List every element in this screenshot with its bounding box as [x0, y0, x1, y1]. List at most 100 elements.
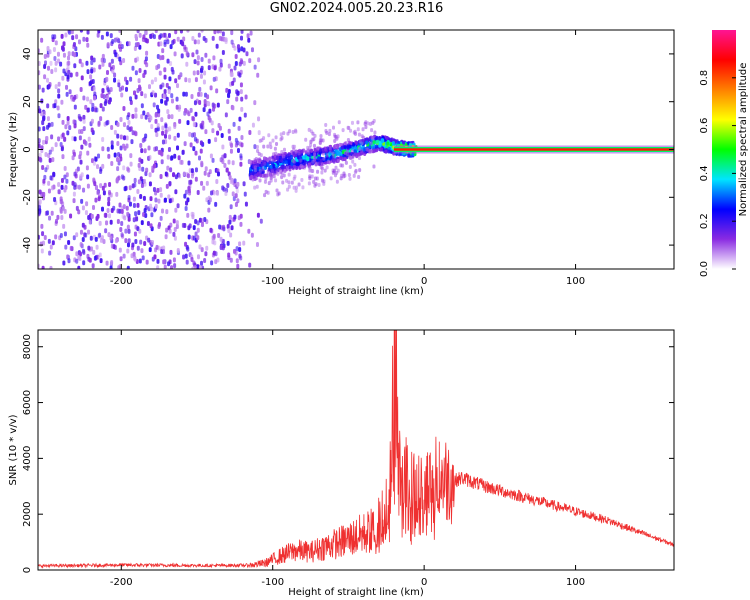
noise-cell [106, 70, 110, 76]
noise-cell [174, 174, 178, 180]
noise-cell [63, 165, 67, 171]
noise-cell [153, 163, 157, 169]
noise-cell [50, 134, 54, 140]
noise-cell [67, 258, 71, 264]
noise-cell [199, 123, 203, 129]
noise-cell [82, 126, 86, 132]
noise-cell [66, 116, 70, 122]
noise-cell [101, 137, 105, 143]
noise-cell [115, 191, 119, 197]
halo-cell [274, 178, 278, 183]
signal-cell [389, 138, 393, 143]
noise-cell [62, 41, 66, 47]
signal-cell [340, 145, 344, 150]
noise-cell [116, 208, 120, 214]
halo-cell [276, 171, 280, 176]
halo-cell [262, 144, 266, 149]
noise-cell [203, 70, 207, 76]
noise-cell [238, 253, 242, 259]
noise-cell [216, 171, 220, 177]
noise-cell [82, 36, 86, 42]
noise-cell [107, 201, 111, 207]
noise-cell [103, 101, 107, 107]
noise-cell [156, 122, 160, 128]
noise-cell [117, 38, 121, 44]
noise-cell [118, 30, 122, 33]
noise-cell [95, 107, 99, 113]
noise-cell [49, 60, 53, 66]
halo-cell [306, 150, 310, 155]
halo-cell [266, 169, 270, 174]
halo-cell [288, 129, 292, 134]
colorbar-tick-label: 0.2 [699, 213, 710, 229]
halo-cell [312, 143, 316, 148]
halo-cell [286, 187, 290, 192]
noise-cell [228, 135, 232, 141]
y-tick-label: 8000 [22, 334, 33, 359]
noise-cell [123, 215, 127, 221]
noise-cell [191, 211, 195, 217]
noise-cell [236, 90, 240, 96]
noise-cell [196, 190, 200, 196]
noise-cell [212, 106, 216, 112]
noise-cell [109, 87, 113, 93]
colorbar-gradient [712, 30, 736, 269]
noise-cell [114, 238, 118, 244]
halo-cell [287, 184, 291, 189]
noise-cell [161, 82, 165, 88]
noise-cell [196, 70, 200, 76]
noise-cell [144, 56, 148, 62]
noise-cell [124, 228, 128, 234]
noise-cell [217, 233, 221, 239]
noise-cell [163, 67, 167, 73]
noise-cell [159, 173, 163, 179]
noise-cell [172, 231, 176, 237]
noise-cell [96, 254, 100, 260]
noise-cell [184, 253, 188, 259]
noise-cell [204, 129, 208, 135]
noise-cell [229, 148, 233, 154]
noise-cell [182, 254, 186, 260]
noise-cell [139, 142, 143, 148]
noise-cell [46, 77, 50, 83]
noise-cell [72, 198, 76, 204]
halo-cell [304, 137, 308, 142]
halo-cell [319, 165, 323, 170]
noise-cell [225, 87, 229, 93]
signal-cell [387, 149, 391, 154]
halo-cell [350, 120, 354, 125]
noise-cell [38, 138, 41, 144]
noise-cell [207, 65, 211, 71]
noise-cell [98, 194, 102, 200]
noise-cell [159, 33, 163, 39]
noise-cell [82, 114, 86, 120]
noise-cell [80, 198, 84, 204]
noise-cell [190, 173, 194, 179]
halo-cell [353, 129, 357, 134]
halo-cell [299, 163, 303, 168]
noise-cell [184, 206, 188, 212]
signal-cell [365, 140, 369, 145]
noise-cell [210, 120, 214, 126]
noise-cell [80, 144, 84, 150]
noise-cell [182, 171, 186, 177]
noise-cell [163, 264, 167, 269]
noise-cell [134, 94, 138, 100]
noise-cell [251, 122, 255, 128]
noise-cell [192, 260, 196, 266]
noise-cell [164, 123, 168, 129]
noise-cell [84, 232, 88, 238]
noise-cell [211, 157, 215, 163]
noise-cell [63, 174, 67, 180]
noise-cell [53, 197, 57, 203]
noise-cell [192, 146, 196, 152]
halo-cell [307, 127, 311, 132]
noise-cell [167, 194, 171, 200]
noise-cell [115, 177, 119, 183]
noise-cell [133, 90, 137, 96]
halo-cell [347, 172, 351, 177]
halo-cell [310, 169, 314, 174]
halo-cell [282, 173, 286, 178]
noise-cell [250, 232, 254, 238]
halo-cell [300, 177, 304, 182]
